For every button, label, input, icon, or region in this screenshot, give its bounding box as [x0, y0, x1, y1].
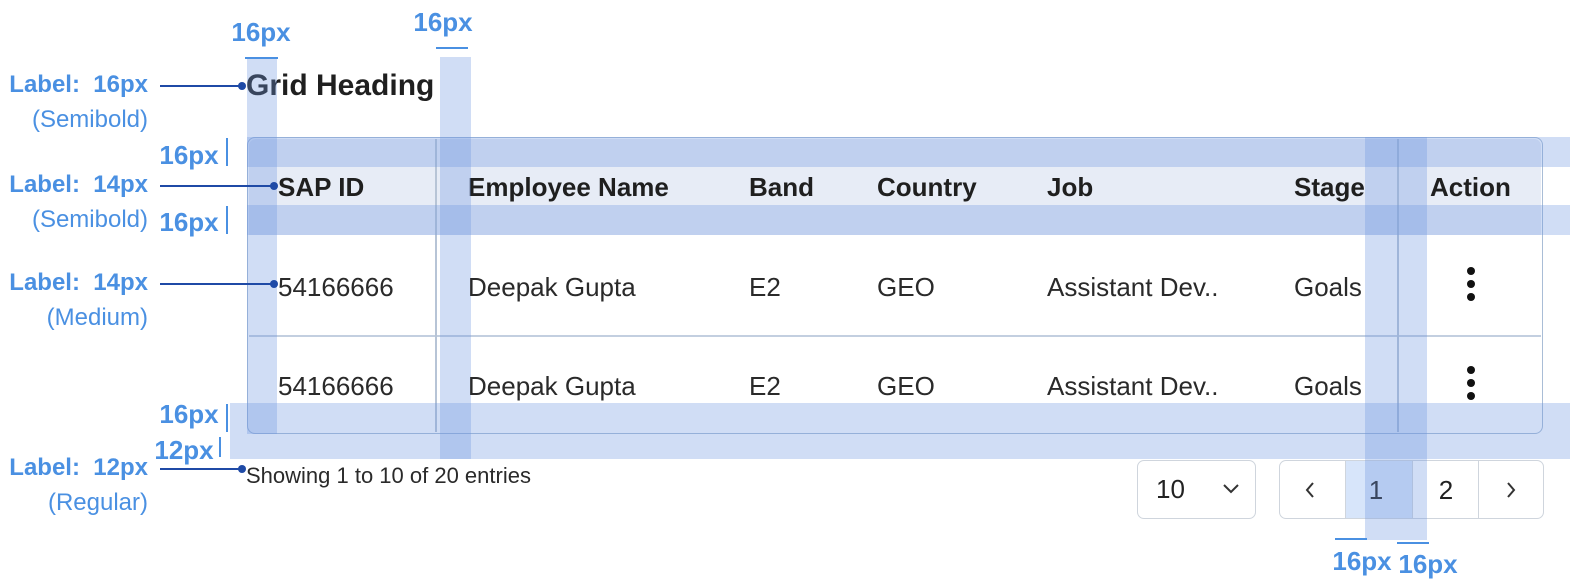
- header-row: [249, 139, 1541, 235]
- column-divider: [1397, 139, 1399, 432]
- spacing-label: 16px: [159, 140, 219, 170]
- spacing-label: 16px: [159, 399, 219, 429]
- column-divider: [435, 139, 437, 432]
- table-cell: E2: [749, 272, 781, 302]
- table-cell: Goals: [1294, 272, 1362, 302]
- leader-dot: [270, 280, 278, 288]
- leader-dot: [238, 82, 246, 90]
- action-menu[interactable]: [1467, 267, 1475, 306]
- column-header: Stage: [1294, 172, 1365, 202]
- page-size-select[interactable]: 10: [1137, 460, 1256, 519]
- spacing-label: 16px: [1332, 546, 1392, 576]
- spacing-label: 16px: [413, 7, 473, 37]
- chevron-right: [1507, 482, 1516, 498]
- row-divider: [249, 335, 1541, 337]
- spacing-label: 12px: [154, 435, 214, 465]
- spacing-marker: [226, 138, 228, 166]
- chevron-left: [1305, 482, 1314, 498]
- leader-dot: [238, 465, 246, 473]
- table-cell: Assistant Dev..: [1047, 272, 1219, 302]
- type-spec-weight: (Semibold): [31, 206, 148, 233]
- type-spec-weight: (Regular): [47, 489, 148, 516]
- type-spec-label: Label: 14px: [9, 269, 148, 296]
- page-number: 1: [1368, 475, 1384, 505]
- table-cell: GEO: [877, 371, 935, 401]
- pagination: 1 2: [1279, 460, 1544, 519]
- spacing-marker: [219, 437, 221, 457]
- spacing-marker: [226, 206, 228, 234]
- table-cell: 54166666: [278, 272, 394, 302]
- table-cell: E2: [749, 371, 781, 401]
- page-number: 2: [1438, 475, 1454, 505]
- type-spec-label: Label: 12px: [9, 454, 148, 481]
- chevron-down: [1223, 484, 1239, 494]
- table-cell: Assistant Dev..: [1047, 371, 1219, 401]
- column-header: Band: [749, 172, 814, 202]
- column-header: Action: [1430, 172, 1511, 202]
- table-cell: Deepak Gupta: [468, 371, 636, 401]
- prev-page[interactable]: [1280, 461, 1346, 518]
- type-spec-label: Label: 14px: [9, 171, 148, 198]
- column-header: Country: [877, 172, 977, 202]
- leader-line: [160, 468, 242, 470]
- spacing-marker: [245, 57, 278, 59]
- grid-heading: Grid Heading: [246, 69, 435, 102]
- type-spec-label: Label: 16px: [9, 71, 148, 98]
- entries-summary: Showing 1 to 10 of 20 entries: [246, 463, 531, 488]
- spacing-label: 16px: [1398, 549, 1458, 579]
- leader-line: [160, 283, 274, 285]
- action-menu[interactable]: [1467, 366, 1475, 405]
- leader-line: [160, 85, 242, 87]
- page-button[interactable]: 2: [1413, 461, 1479, 518]
- spacing-marker: [1335, 538, 1367, 540]
- table-cell: 54166666: [278, 371, 394, 401]
- leader-dot: [270, 182, 278, 190]
- type-spec-weight: (Medium): [46, 304, 148, 331]
- leader-line: [160, 185, 274, 187]
- column-header: Employee Name: [468, 172, 669, 202]
- table-cell: Deepak Gupta: [468, 272, 636, 302]
- spacing-label: 16px: [231, 17, 291, 47]
- table-cell: Goals: [1294, 371, 1362, 401]
- table-cell: GEO: [877, 272, 935, 302]
- spacing-marker: [226, 404, 228, 432]
- next-page[interactable]: [1479, 461, 1543, 518]
- spacing-marker: [1397, 542, 1429, 544]
- column-header: Job: [1047, 172, 1094, 202]
- type-spec-weight: (Semibold): [31, 106, 148, 133]
- column-header: SAP ID: [278, 172, 365, 202]
- page-button[interactable]: 1: [1346, 461, 1413, 518]
- page-size-value: 10: [1156, 474, 1185, 504]
- spacing-label: 16px: [159, 207, 219, 237]
- spacing-marker: [436, 47, 468, 49]
